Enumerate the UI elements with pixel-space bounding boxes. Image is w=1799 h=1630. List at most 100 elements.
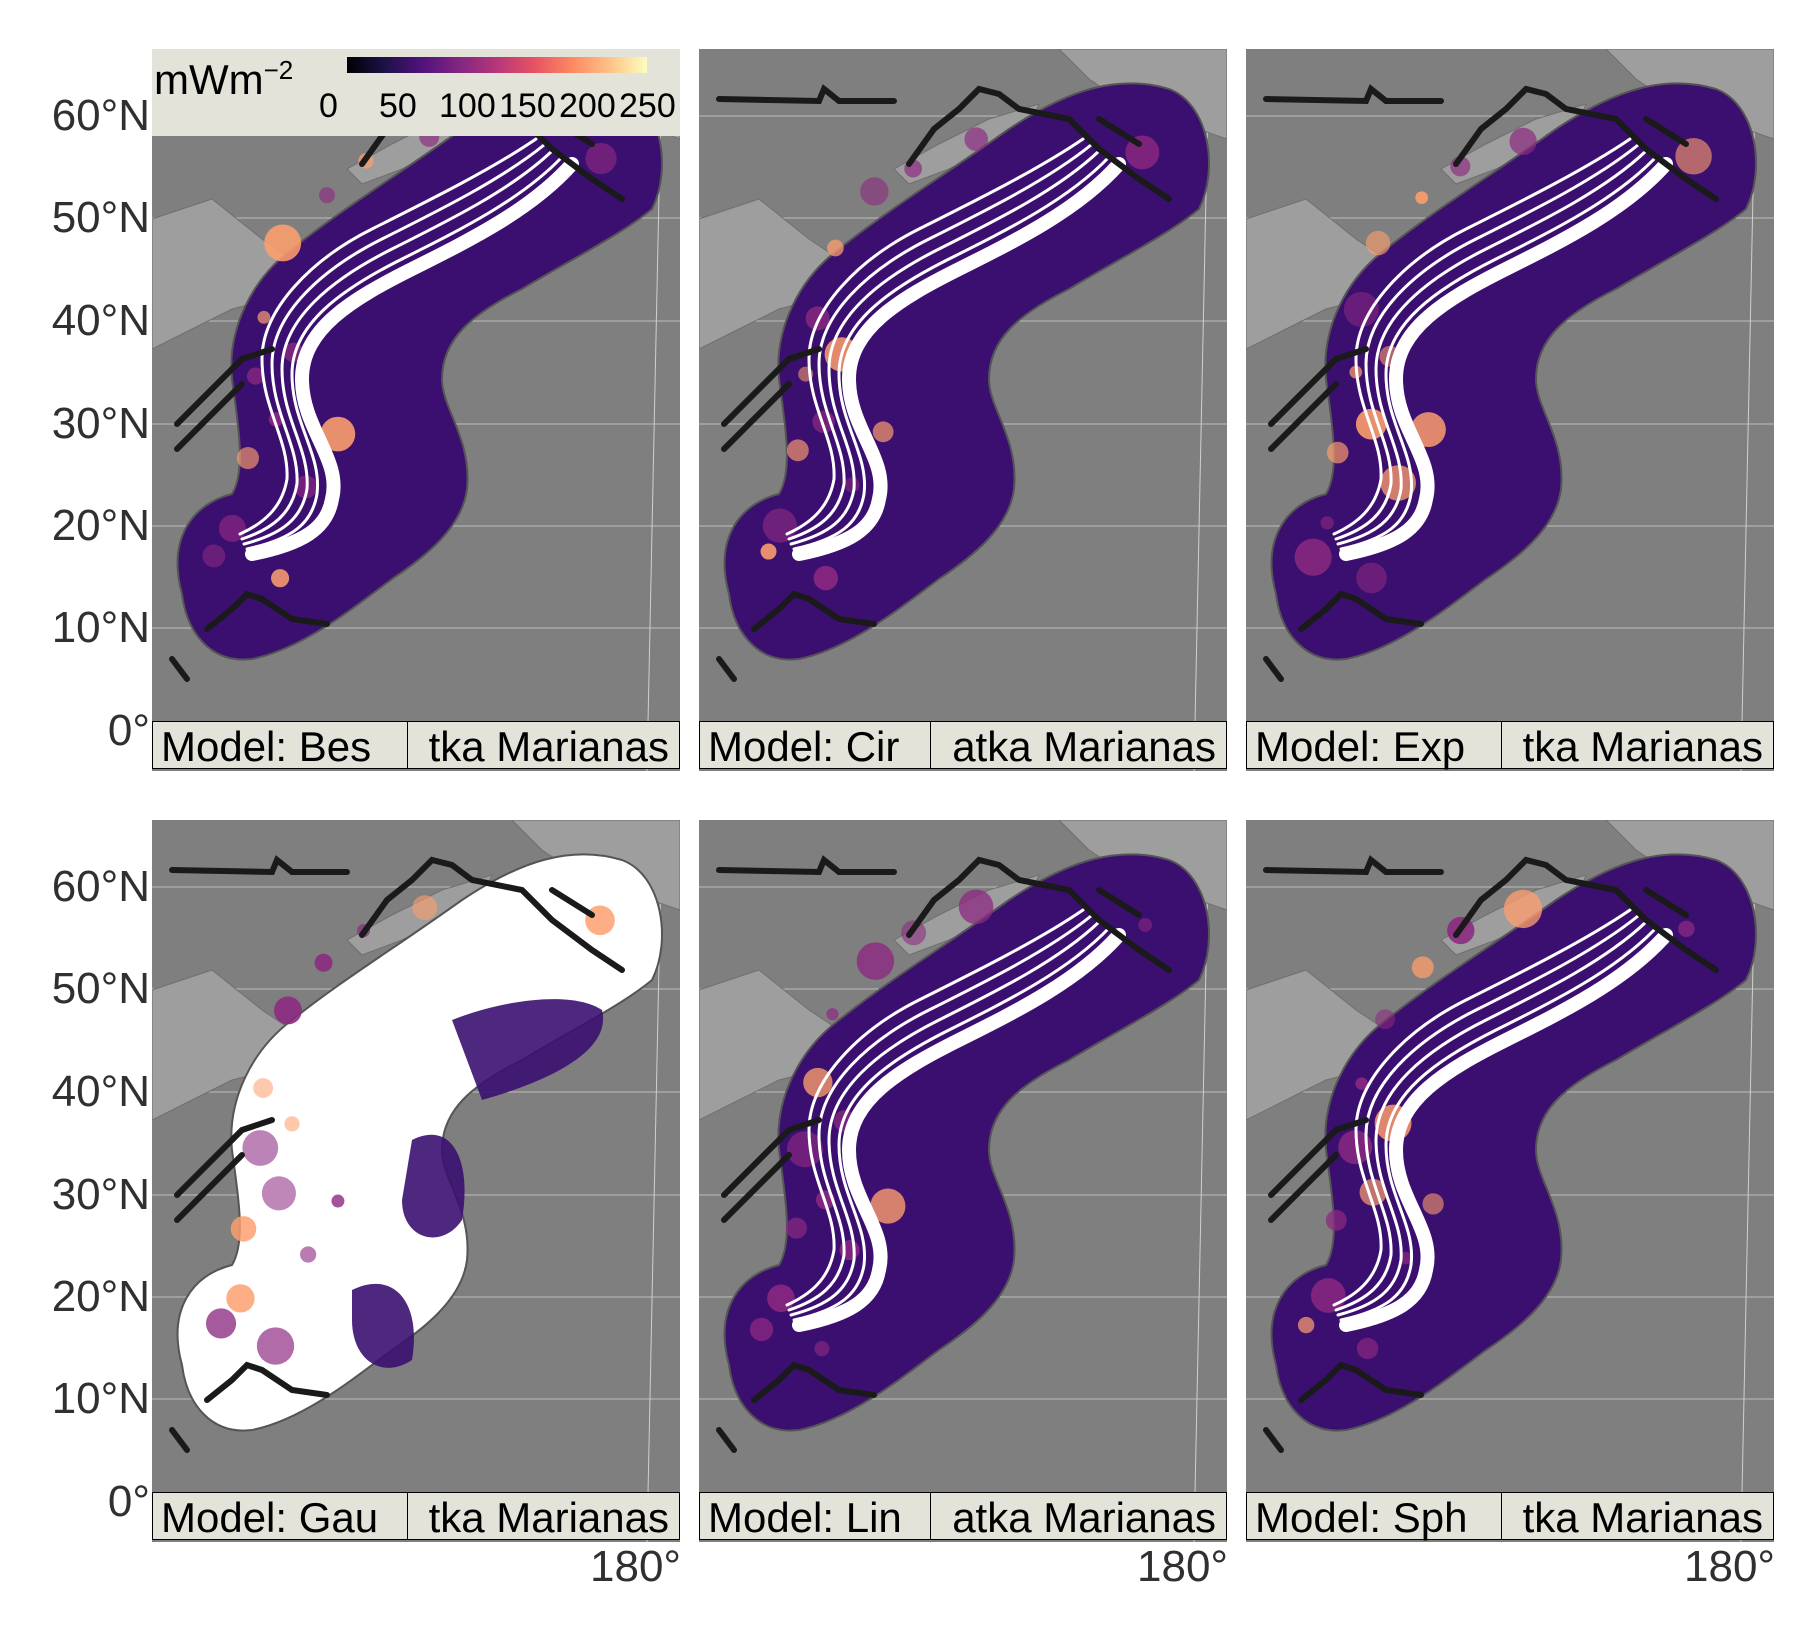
y-tick-label: 10°N xyxy=(51,1374,150,1423)
heatflow-hotspot xyxy=(827,239,844,257)
plate-boundary xyxy=(359,856,625,973)
map-svg xyxy=(1246,49,1774,771)
model-label-box: Model: Sph xyxy=(1246,1492,1502,1541)
slab-segment xyxy=(245,155,564,551)
heatflow-hotspot xyxy=(274,996,302,1025)
slab-segment xyxy=(245,157,579,561)
slab-segment xyxy=(1339,157,1673,561)
legend-tick-label: 200 xyxy=(559,87,616,125)
map-svg xyxy=(1246,820,1774,1542)
heatflow-hotspot xyxy=(814,1341,830,1357)
heatflow-hotspot xyxy=(1356,562,1387,594)
heatflow-hotspot xyxy=(236,446,260,470)
heatflow-hotspot xyxy=(1678,920,1695,938)
plate-boundary xyxy=(1298,590,1424,632)
heatflow-hotspot xyxy=(1365,230,1391,256)
heatflow-hotspot xyxy=(205,1308,237,1339)
slab-segment xyxy=(240,143,546,541)
heatflow-hotspot xyxy=(1356,1337,1379,1360)
slab-segment xyxy=(787,143,1093,541)
plate-boundary xyxy=(751,1361,877,1403)
slab-segment xyxy=(785,908,1085,1307)
map-svg xyxy=(699,49,1227,771)
heatflow-hotspot xyxy=(856,942,895,980)
slab-segment xyxy=(787,914,1093,1312)
colorbar-legend: mWm−2 0 50 100 150 200 250 xyxy=(152,49,680,136)
map-svg xyxy=(152,49,680,771)
plate-boundary xyxy=(1263,855,1444,876)
map-panel: tka Marianas Model: Exp xyxy=(1246,49,1774,771)
y-tick-label: 50°N xyxy=(51,193,150,242)
plate-boundary xyxy=(1096,116,1142,147)
plate-boundary xyxy=(1643,116,1689,147)
slab-segment xyxy=(1332,908,1632,1307)
plate-boundary xyxy=(169,855,350,876)
heatflow-hotspot xyxy=(256,1327,295,1365)
slab-segment xyxy=(789,149,1101,546)
region-label: tka Marianas xyxy=(1522,1494,1763,1541)
model-label: Model: Exp xyxy=(1255,723,1466,770)
model-label-box: Model: Cir xyxy=(699,721,931,770)
model-label: Model: Sph xyxy=(1255,1494,1468,1541)
slab-segment xyxy=(1339,926,1658,1322)
model-label-box: Model: Exp xyxy=(1246,721,1502,770)
plate-boundary xyxy=(716,656,737,682)
map-panel: tka Marianas Model: Gau xyxy=(152,820,680,1542)
heatflow-hotspot xyxy=(226,1284,255,1313)
heatflow-hotspot xyxy=(749,1317,774,1342)
plate-boundary xyxy=(721,381,792,452)
model-label-box: Model: Bes xyxy=(152,721,408,770)
region-label: tka Marianas xyxy=(1522,723,1763,770)
y-tick-label: 60°N xyxy=(51,91,150,140)
model-label: Model: Cir xyxy=(708,723,900,770)
heatflow-hotspot xyxy=(872,421,894,443)
y-tick-label: 40°N xyxy=(51,296,150,345)
heatflow-hotspot xyxy=(270,569,290,588)
heatflow-hotspot xyxy=(1411,956,1434,979)
heatflow-hotspot xyxy=(785,1217,807,1239)
heatflow-hotspot xyxy=(786,1131,824,1168)
y-tick-label: 50°N xyxy=(51,964,150,1013)
heatflow-hotspot xyxy=(813,565,838,591)
panel-caption: atka Marianas Model: Cir xyxy=(699,721,1227,771)
plate-boundary xyxy=(751,590,877,632)
heatflow-hotspot xyxy=(760,543,777,560)
legend-tick-label: 50 xyxy=(379,87,417,125)
plate-boundary xyxy=(906,856,1172,973)
heatflow-hotspot xyxy=(1343,291,1379,327)
y-tick-label: 20°N xyxy=(51,501,150,550)
heatflow-hotspot xyxy=(264,224,302,262)
region-label: tka Marianas xyxy=(428,723,669,770)
plate-boundary xyxy=(174,1117,275,1198)
plate-boundary xyxy=(169,1427,190,1453)
legend-tick-label: 150 xyxy=(499,87,556,125)
heatflow-hotspot xyxy=(320,416,356,452)
plate-boundary xyxy=(1268,1152,1339,1223)
plate-boundary xyxy=(174,1152,245,1223)
y-tick-label: 60°N xyxy=(51,862,150,911)
heatflow-hotspot xyxy=(1294,538,1332,576)
plate-boundary xyxy=(1453,856,1719,973)
map-svg xyxy=(152,820,680,1542)
slab-segment xyxy=(1336,920,1648,1317)
slab-segment xyxy=(1334,914,1640,1312)
plate-boundary xyxy=(1096,887,1142,918)
heatflow-hotspot xyxy=(257,310,271,324)
colorbar xyxy=(347,57,647,73)
panel-caption: tka Marianas Model: Bes xyxy=(152,721,680,771)
plate-boundary xyxy=(1263,656,1284,682)
legend-unit: mWm−2 xyxy=(154,55,294,103)
heatflow-hotspot xyxy=(300,1246,317,1263)
slab-segment xyxy=(1334,143,1640,541)
slab-segment xyxy=(785,137,1085,536)
plate-boundary xyxy=(1268,1117,1369,1198)
heatflow-hotspot xyxy=(826,1008,839,1021)
plate-boundary xyxy=(1453,85,1719,202)
plate-boundary xyxy=(721,346,822,427)
map-panel: tka Marianas Model: Sph xyxy=(1246,820,1774,1542)
slab-segment xyxy=(238,137,538,536)
legend-tick-label: 250 xyxy=(619,87,676,125)
heatflow-hotspot xyxy=(1297,1316,1315,1334)
plate-boundary xyxy=(1298,1361,1424,1403)
model-label: Model: Gau xyxy=(161,1494,379,1541)
